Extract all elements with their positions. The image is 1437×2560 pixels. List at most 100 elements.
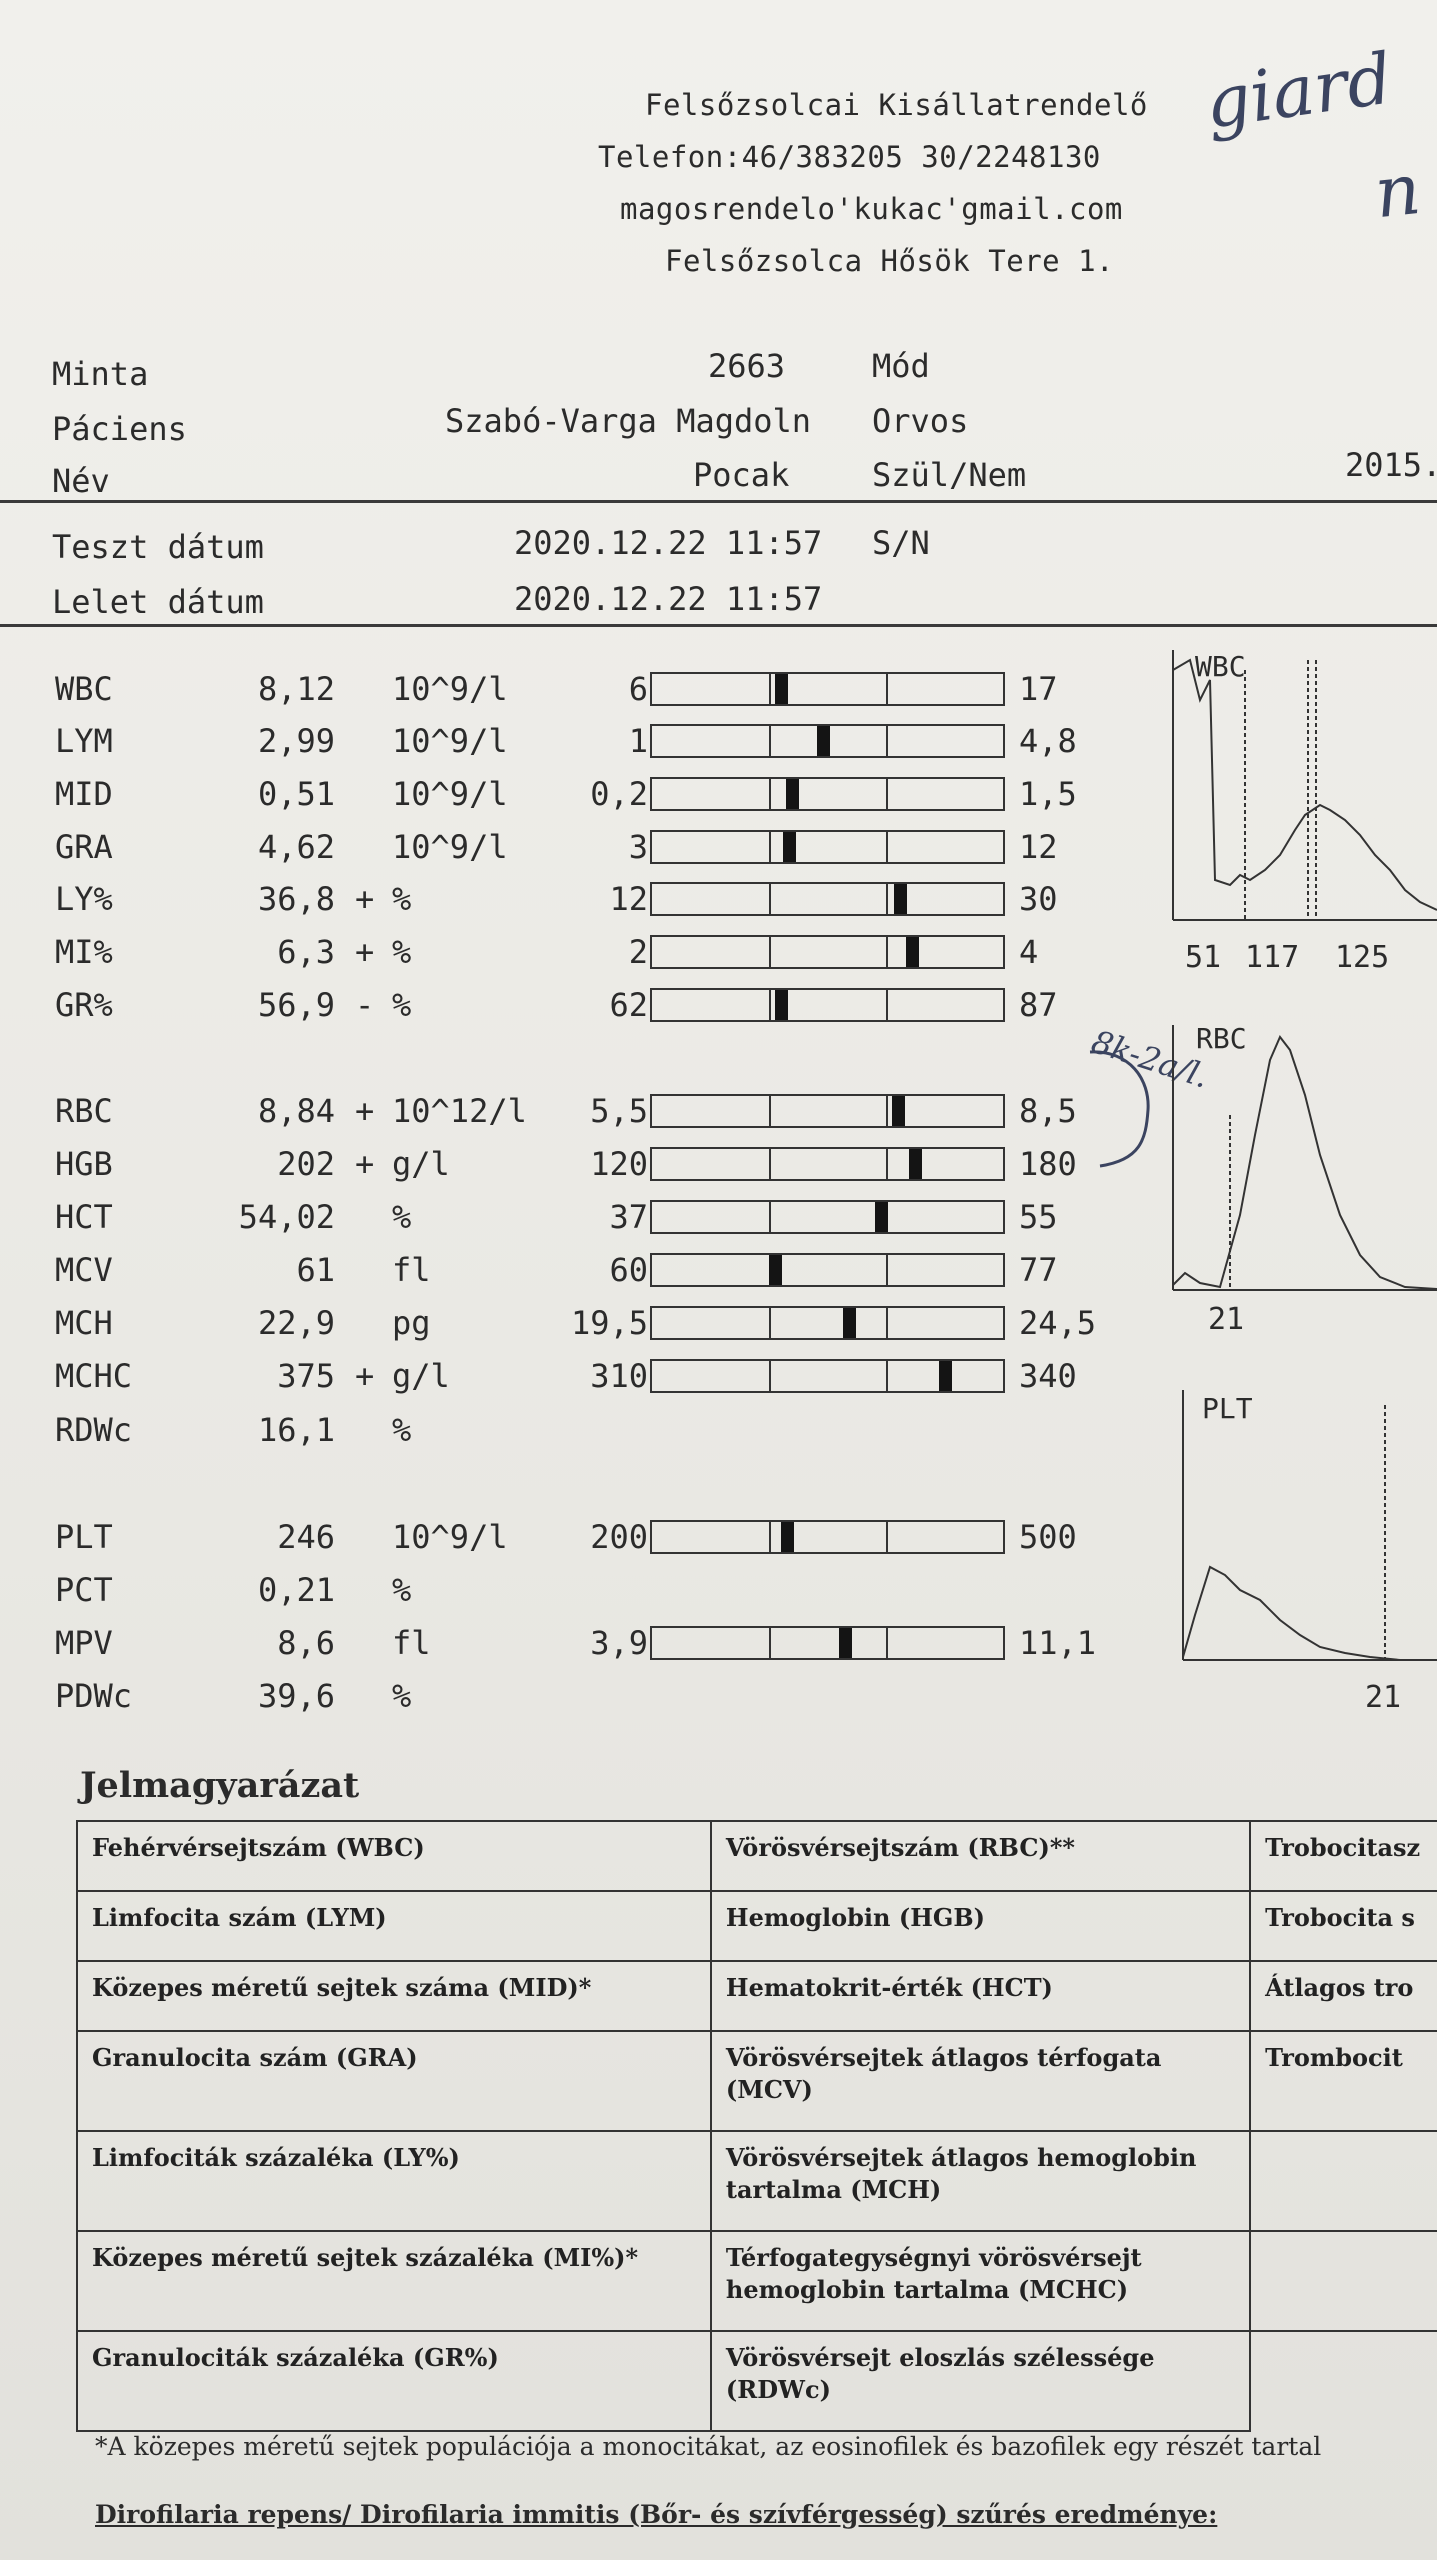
legend-cell: Közepes méretű sejtek száma (MID)* [76,1960,712,2032]
plt-tick-21: 21 [1365,1680,1402,1715]
result-flag: + [355,1357,375,1395]
result-marker [894,884,908,914]
result-flag: + [355,1092,375,1130]
result-name: GR% [55,986,113,1024]
result-range-high: 12 [1019,828,1058,866]
legend-footnote: *A közepes méretű sejtek populációja a m… [95,2432,1322,2461]
result-range-bar [650,1147,1005,1181]
result-name: PCT [55,1571,113,1609]
range-bar-tick [769,1202,771,1232]
wbc-histogram [1172,650,1437,921]
legend-table: Fehérvérsejtszám (WBC) Vörösvérsejtszám (… [76,1820,1437,2432]
result-range-low: 3,9 [590,1624,648,1662]
legend-cell: Közepes méretű sejtek százaléka (MI%)* [76,2230,712,2332]
range-bar-tick [886,937,888,967]
paciens-label: Páciens [52,410,187,448]
result-range-high: 1,5 [1019,775,1077,813]
minta-label: Minta [52,355,149,393]
legend-cell: Vörösvérsejtek átlagos hemoglobin tartal… [709,2130,1252,2232]
result-name: HCT [55,1198,113,1236]
result-value: 16,1 [257,1411,335,1449]
result-range-bar [650,935,1005,969]
legend-row: Limfociták százaléka (LY%) Vörösvérsejtek… [76,2130,1437,2232]
result-flag: - [355,986,375,1024]
legend-row: Limfocita szám (LYM) Hemoglobin (HGB) Trob… [76,1890,1437,1962]
result-marker [774,674,788,704]
result-name: RDWc [55,1411,133,1449]
legend-row: Közepes méretű sejtek százaléka (MI%)* Té… [76,2230,1437,2332]
result-range-high: 500 [1019,1518,1077,1556]
result-unit: % [392,1677,412,1715]
result-unit: 10^9/l [392,828,508,866]
rbc-histogram-label: RBC [1196,1022,1247,1055]
range-bar-tick [769,1096,771,1126]
legend-cell: Granulociták százaléka (GR%) [76,2330,712,2432]
result-unit: pg [392,1304,431,1342]
result-value: 6,3 [277,933,335,971]
result-unit: fl [392,1624,431,1662]
range-bar-tick [769,1628,771,1658]
result-name: LYM [55,722,113,760]
result-unit: fl [392,1251,431,1289]
result-name: MI% [55,933,113,971]
range-bar-tick [769,779,771,809]
result-range-low: 19,5 [570,1304,648,1342]
result-name: GRA [55,828,113,866]
result-value: 4,62 [257,828,335,866]
result-unit: 10^9/l [392,1518,508,1556]
legend-cell [1249,2230,1437,2331]
legend-cell: Trobocitasz [1249,1820,1437,1892]
result-name: RBC [55,1092,113,1130]
dirofilaria-heading: Dirofilaria repens/ Dirofilaria immitis … [95,2500,1218,2529]
legend-cell: Trobocita s [1249,1890,1437,1962]
paciens-value: Szabó-Varga Magdoln [445,402,812,440]
result-range-high: 340 [1019,1357,1077,1395]
handwritten-bracket [1089,1050,1150,1168]
result-range-low: 1 [628,722,648,760]
legend-cell: Limfocita szám (LYM) [76,1890,712,1962]
divider-line [0,624,1437,627]
result-value: 246 [277,1518,335,1556]
result-marker [780,1522,794,1552]
range-bar-tick [886,726,888,756]
result-range-low: 0,2 [590,775,648,813]
result-marker [816,726,830,756]
result-range-low: 2 [628,933,648,971]
result-unit: g/l [392,1357,450,1395]
wbc-histogram-label: WBC [1195,650,1246,683]
range-bar-tick [769,726,771,756]
result-range-low: 200 [590,1518,648,1556]
minta-value: 2663 [708,347,786,385]
range-bar-tick [886,1628,888,1658]
range-bar-tick [886,1308,888,1338]
result-range-low: 6 [628,670,648,708]
result-unit: % [392,986,412,1024]
legend-row: Granulociták százaléka (GR%) Vörösvérsejt… [76,2330,1437,2432]
result-range-bar [650,1626,1005,1660]
legend-cell: Térfogategységnyi vörösvérsejt hemoglobi… [709,2230,1252,2332]
result-value: 8,84 [257,1092,335,1130]
legend-cell: Limfociták százaléka (LY%) [76,2130,712,2232]
legend-cell: Átlagos tro [1249,1960,1437,2032]
result-name: LY% [55,880,113,918]
result-range-high: 4,8 [1019,722,1077,760]
result-range-high: 24,5 [1019,1304,1097,1342]
result-name: HGB [55,1145,113,1183]
result-range-low: 3 [628,828,648,866]
result-unit: g/l [392,1145,450,1183]
result-value: 54,02 [238,1198,335,1236]
range-bar-tick [769,884,771,914]
range-bar-tick [769,1522,771,1552]
nev-value: Pocak [693,456,790,494]
mod-label: Mód [872,347,930,385]
legend-cell [1249,2330,1437,2431]
result-flag: + [355,1145,375,1183]
legend-cell: Vörösvérsejt eloszlás szélessége (RDWc) [709,2330,1252,2432]
clinic-phone: Telefon:46/383205 30/2248130 [598,140,1101,174]
result-range-bar [650,1359,1005,1393]
range-bar-tick [886,1361,888,1391]
rbc-tick-21: 21 [1208,1302,1245,1337]
result-range-high: 17 [1019,670,1058,708]
result-unit: 10^9/l [392,722,508,760]
